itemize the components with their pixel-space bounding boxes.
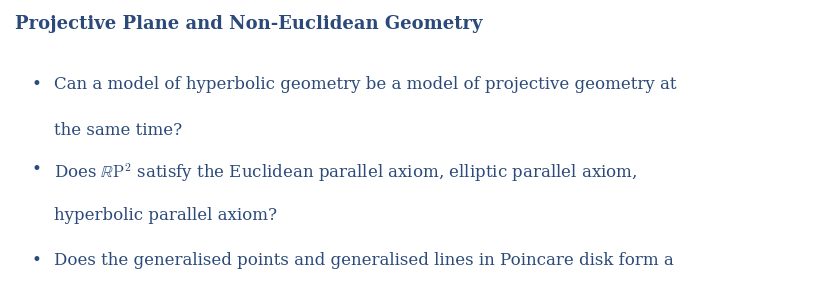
Text: Does $\mathbb{R}\mathrm{P}^2$ satisfy the Euclidean parallel axiom, elliptic par: Does $\mathbb{R}\mathrm{P}^2$ satisfy th… <box>54 161 637 184</box>
Text: •: • <box>32 161 42 178</box>
Text: Can a model of hyperbolic geometry be a model of projective geometry at: Can a model of hyperbolic geometry be a … <box>54 76 676 93</box>
Text: the same time?: the same time? <box>54 122 182 139</box>
Text: •: • <box>32 76 42 93</box>
Text: hyperbolic parallel axiom?: hyperbolic parallel axiom? <box>54 207 277 224</box>
Text: Projective Plane and Non-Euclidean Geometry: Projective Plane and Non-Euclidean Geome… <box>15 15 483 33</box>
Text: •: • <box>32 252 42 269</box>
Text: Does the generalised points and generalised lines in Poincare disk form a: Does the generalised points and generali… <box>54 252 674 269</box>
